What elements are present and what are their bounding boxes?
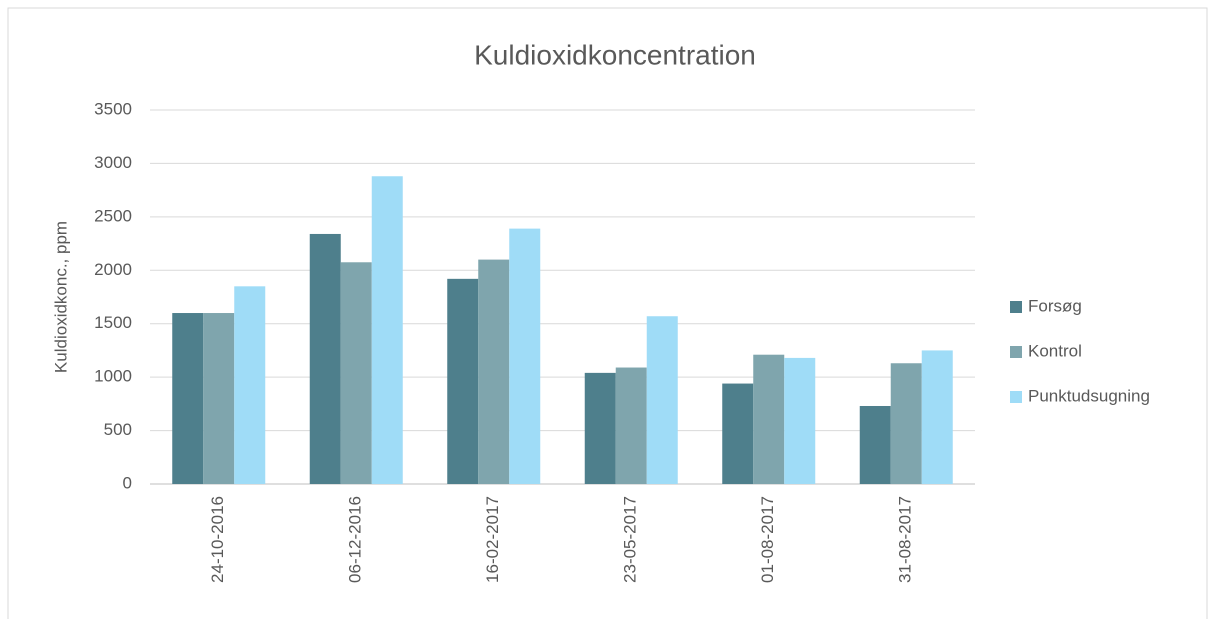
bar [722,383,754,484]
bar [371,176,403,484]
legend-label: Punktudsugning [1028,386,1150,405]
bar [890,363,922,484]
chart-title: Kuldioxidkoncentration [474,39,756,70]
y-tick-label: 0 [123,473,132,492]
y-tick-label: 500 [104,420,132,439]
y-tick-label: 1000 [94,367,132,386]
legend-swatch [1010,391,1022,403]
bar [921,350,953,484]
bar [753,354,785,484]
bar [234,286,266,484]
bar [203,313,235,484]
x-tick-label: 06-12-2016 [346,496,365,583]
bar [784,357,816,484]
y-tick-label: 1500 [94,313,132,332]
bar [309,233,341,484]
bar [615,367,647,484]
bar [340,262,372,484]
x-tick-label: 16-02-2017 [483,496,502,583]
x-tick-label: 23-05-2017 [621,496,640,583]
y-tick-label: 2000 [94,260,132,279]
x-tick-label: 31-08-2017 [896,496,915,583]
legend-swatch [1010,346,1022,358]
bar [478,259,510,484]
x-tick-label: 24-10-2016 [208,496,227,583]
y-tick-label: 3000 [94,153,132,172]
legend-label: Kontrol [1028,341,1082,360]
y-tick-label: 2500 [94,206,132,225]
y-axis-title: Kuldioxidkonc., ppm [51,221,70,373]
bar [859,405,891,484]
bar [172,313,204,484]
bar [447,278,479,484]
x-tick-label: 01-08-2017 [758,496,777,583]
y-tick-label: 3500 [94,99,132,118]
bar [509,228,541,484]
bar [646,316,678,484]
legend-swatch [1010,301,1022,313]
bar [584,372,616,484]
legend-label: Forsøg [1028,296,1082,315]
